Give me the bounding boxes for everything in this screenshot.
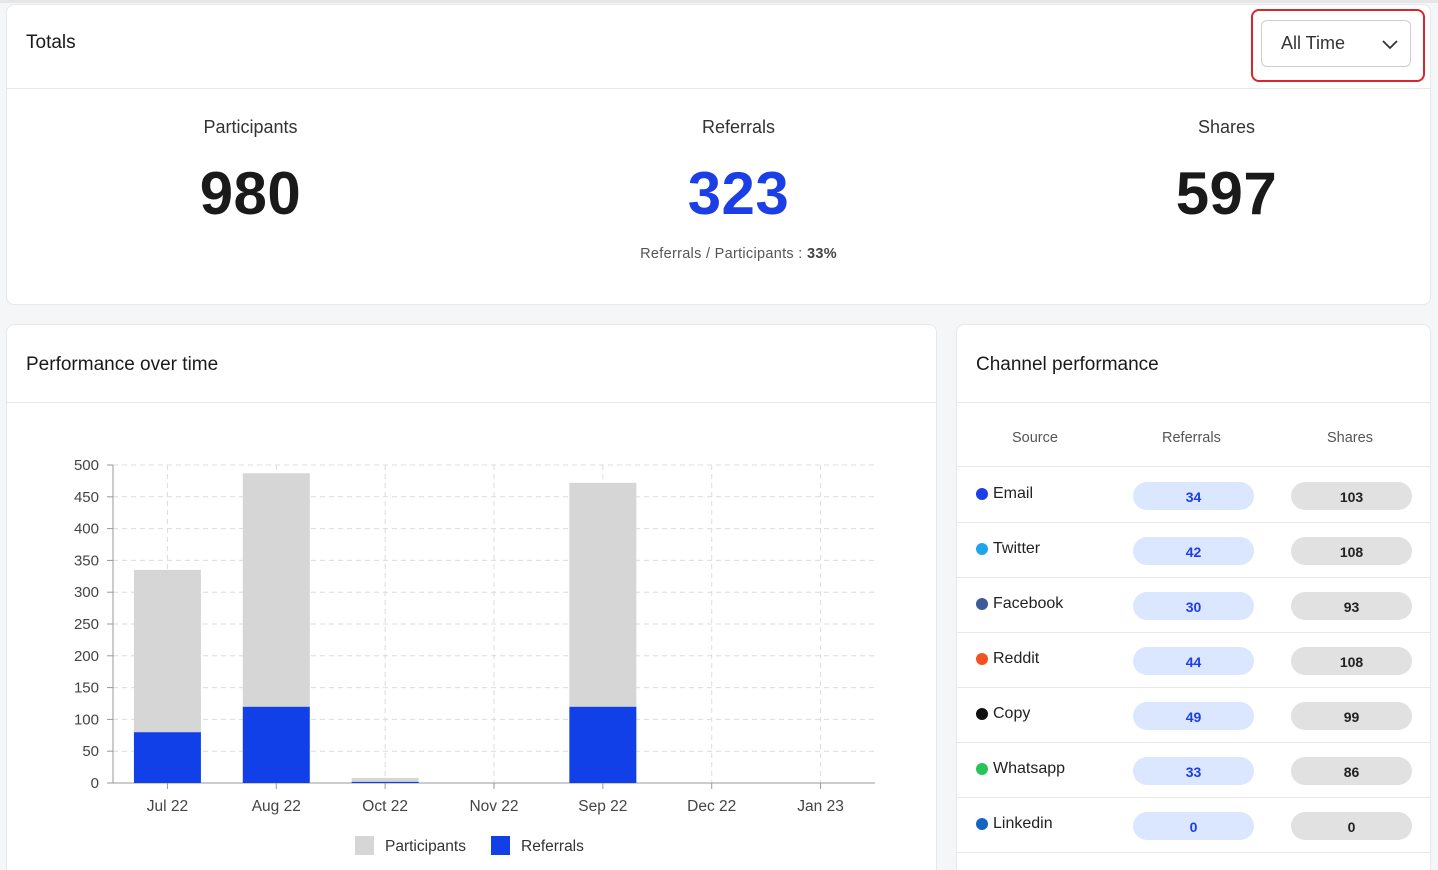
bar-referrals bbox=[133, 732, 201, 783]
bar-participants bbox=[133, 569, 201, 733]
legend-swatch bbox=[491, 836, 510, 855]
channel-dot-icon bbox=[976, 763, 988, 775]
channel-dot-icon bbox=[976, 488, 988, 500]
channel-shares-badge: 0 bbox=[1291, 812, 1412, 840]
referral-ratio: Referrals / Participants : 33% bbox=[501, 246, 976, 262]
legend-label: Referrals bbox=[521, 838, 584, 855]
referrals-value: 323 bbox=[687, 160, 790, 227]
ratio-label: Referrals / Participants : bbox=[640, 246, 807, 262]
channel-name: Whatsapp bbox=[993, 760, 1066, 777]
y-tick-label: 100 bbox=[74, 711, 99, 728]
bar-participants bbox=[569, 482, 637, 707]
x-tick-label: Nov 22 bbox=[469, 798, 518, 815]
channel-row: Email 34 103 bbox=[957, 468, 1430, 523]
channel-title: Channel performance bbox=[976, 354, 1159, 375]
channel-name: Twitter bbox=[993, 540, 1041, 557]
y-tick-label: 450 bbox=[74, 489, 99, 506]
performance-header: Performance over time bbox=[7, 325, 936, 403]
channel-dot-icon bbox=[976, 818, 988, 830]
channel-shares-badge: 108 bbox=[1291, 647, 1412, 675]
channel-referrals-badge: 33 bbox=[1133, 757, 1254, 785]
top-divider bbox=[0, 0, 1438, 3]
y-tick-label: 400 bbox=[74, 521, 99, 538]
y-tick-label: 350 bbox=[74, 552, 99, 569]
time-range-value: All Time bbox=[1281, 33, 1346, 53]
channel-shares-badge: 103 bbox=[1291, 482, 1412, 510]
participants-label: Participants bbox=[203, 117, 298, 137]
channel-table-header: Source Referrals Shares bbox=[957, 403, 1430, 467]
channel-dot-icon bbox=[976, 543, 988, 555]
totals-title: Totals bbox=[26, 32, 76, 53]
y-tick-label: 250 bbox=[74, 616, 99, 633]
channel-row: Reddit 44 108 bbox=[957, 633, 1430, 688]
chevron-down-icon bbox=[1382, 40, 1398, 50]
y-tick-label: 0 bbox=[91, 775, 99, 792]
channel-name: Email bbox=[993, 485, 1034, 502]
y-tick-label: 300 bbox=[74, 584, 99, 601]
bar-referrals bbox=[351, 781, 419, 783]
channel-row: Copy 49 99 bbox=[957, 688, 1430, 743]
channel-referrals-badge: 0 bbox=[1133, 812, 1254, 840]
channel-header: Channel performance bbox=[957, 325, 1430, 403]
channel-referrals-badge: 42 bbox=[1133, 537, 1254, 565]
channel-shares-badge: 99 bbox=[1291, 702, 1412, 730]
channel-name: Copy bbox=[993, 705, 1031, 722]
channel-shares-badge: 86 bbox=[1291, 757, 1412, 785]
performance-card: Performance over time 0 50 100 150 200 250 300… bbox=[6, 324, 937, 870]
performance-title: Performance over time bbox=[26, 354, 219, 375]
y-tick-label: 500 bbox=[74, 457, 99, 474]
channel-name: Facebook bbox=[993, 595, 1064, 612]
totals-header: Totals All Time bbox=[7, 5, 1430, 89]
col-referrals: Referrals bbox=[1162, 430, 1221, 446]
y-tick-label: 50 bbox=[82, 743, 99, 760]
col-shares: Shares bbox=[1327, 430, 1373, 446]
channel-card: Channel performance Source Referrals Sha… bbox=[956, 324, 1431, 870]
performance-chart: 0 50 100 150 200 250 300 350 400 450 500 Jul 22 Aug … bbox=[74, 457, 875, 855]
time-range-dropdown[interactable]: All Time bbox=[1261, 20, 1411, 67]
x-tick-label: Jul 22 bbox=[147, 798, 188, 815]
channel-referrals-badge: 34 bbox=[1133, 482, 1254, 510]
referrals-label: Referrals bbox=[701, 117, 776, 137]
x-tick-label: Jan 23 bbox=[797, 798, 844, 815]
bar-participants bbox=[351, 777, 419, 782]
channel-name: Linkedin bbox=[993, 815, 1053, 832]
channel-row: Whatsapp 33 86 bbox=[957, 743, 1430, 798]
x-tick-label: Aug 22 bbox=[252, 798, 301, 815]
channel-shares-badge: 93 bbox=[1291, 592, 1412, 620]
participants-value: 980 bbox=[199, 160, 302, 227]
y-tick-label: 150 bbox=[74, 680, 99, 697]
channel-dot-icon bbox=[976, 708, 988, 720]
bar-referrals bbox=[569, 706, 637, 783]
channel-dot-icon bbox=[976, 598, 988, 610]
channel-shares-badge: 108 bbox=[1291, 537, 1412, 565]
channel-row: Facebook 30 93 bbox=[957, 578, 1430, 633]
col-source: Source bbox=[1012, 430, 1058, 446]
dropdown-highlight bbox=[1251, 9, 1425, 82]
totals-card: Totals All Time Participants 980 Referra… bbox=[6, 4, 1431, 305]
y-tick-label: 200 bbox=[74, 648, 99, 665]
legend-label: Participants bbox=[385, 838, 466, 855]
bar-referrals bbox=[242, 706, 310, 783]
channel-row: Linkedin 0 0 bbox=[957, 798, 1430, 853]
channel-row: Twitter 42 108 bbox=[957, 523, 1430, 578]
channel-referrals-badge: 49 bbox=[1133, 702, 1254, 730]
x-tick-label: Dec 22 bbox=[687, 798, 736, 815]
channel-name: Reddit bbox=[993, 650, 1040, 667]
channel-referrals-badge: 30 bbox=[1133, 592, 1254, 620]
legend-swatch bbox=[355, 836, 374, 855]
shares-value: 597 bbox=[1175, 160, 1278, 227]
x-tick-label: Oct 22 bbox=[362, 798, 408, 815]
channel-dot-icon bbox=[976, 653, 988, 665]
channel-referrals-badge: 44 bbox=[1133, 647, 1254, 675]
bar-participants bbox=[242, 473, 310, 707]
shares-label: Shares bbox=[1197, 117, 1256, 137]
ratio-value: 33% bbox=[806, 246, 837, 262]
x-tick-label: Sep 22 bbox=[578, 798, 627, 815]
